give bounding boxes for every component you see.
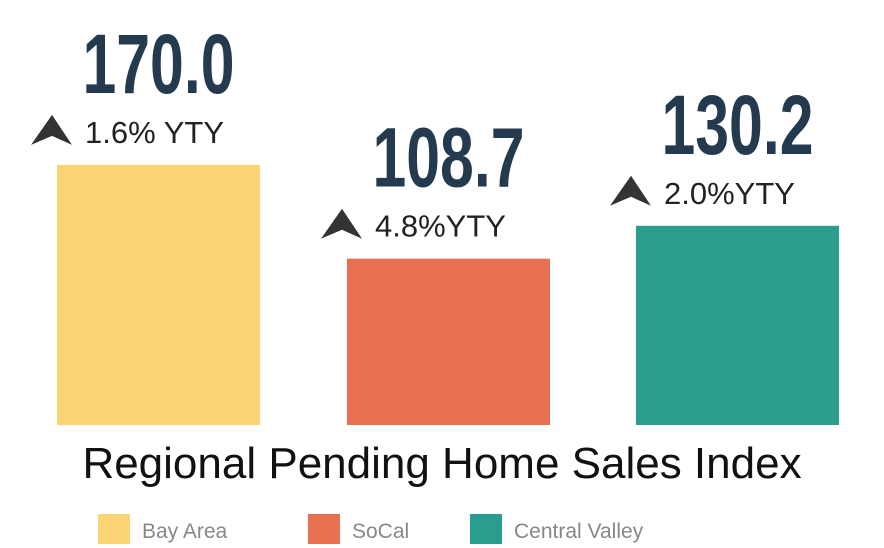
bar — [57, 164, 260, 425]
legend-swatch — [98, 514, 130, 544]
legend-swatch — [470, 514, 502, 544]
legend-label: Bay Area — [142, 520, 228, 543]
up-arrow-icon — [31, 114, 72, 145]
legend-swatch — [308, 514, 340, 544]
change-annotation: 2.0%YTY — [664, 176, 795, 211]
bar — [636, 225, 839, 425]
change-annotation: 4.8%YTY — [375, 209, 506, 244]
value-label: 130.2 — [662, 78, 814, 172]
change-annotation: 1.6% YTY — [85, 115, 224, 150]
value-label: 170.0 — [83, 17, 235, 111]
up-arrow-icon — [321, 208, 362, 239]
chart-title: Regional Pending Home Sales Index — [82, 439, 801, 488]
legend-label: Central Valley — [514, 520, 644, 543]
up-arrow-icon — [610, 175, 651, 206]
bar — [347, 258, 550, 425]
value-label: 108.7 — [373, 111, 525, 205]
legend-label: SoCal — [352, 520, 409, 543]
